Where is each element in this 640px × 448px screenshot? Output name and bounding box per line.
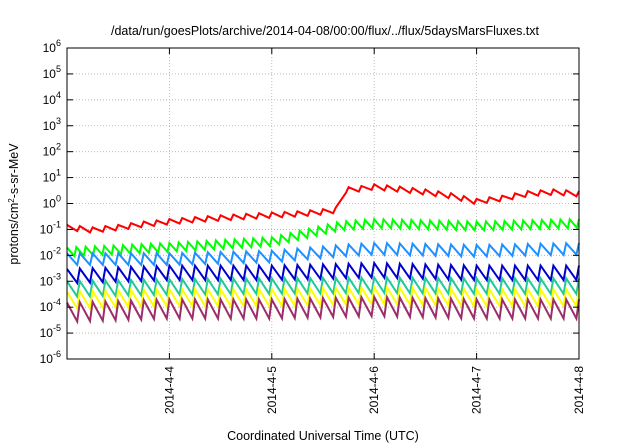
series-line	[66, 284, 580, 312]
y-tick-label: 10-4	[40, 297, 61, 314]
y-tick-label: 10-3	[40, 271, 61, 288]
series-line	[66, 274, 580, 300]
grid	[67, 48, 579, 359]
x-tick-label: 2014-4-4	[162, 366, 176, 414]
x-tick-label: 2014-4-7	[470, 366, 484, 414]
y-tick-label: 10-5	[40, 323, 61, 340]
series-line	[66, 182, 580, 234]
y-tick-label: 10-6	[40, 349, 61, 366]
y-tick-label: 104	[43, 90, 61, 107]
series-line	[66, 260, 580, 286]
x-axis-label: Coordinated Universal Time (UTC)	[227, 429, 419, 443]
x-tick-label: 2014-4-6	[367, 366, 381, 414]
y-tick-label: 105	[43, 64, 61, 81]
x-axis: 2014-4-4 2014-4-5 2014-4-6 2014-4-7 2014-4-8	[162, 48, 586, 414]
y-tick-label: 101	[43, 168, 61, 185]
y-tick-label: 102	[43, 142, 61, 159]
y-axis-label: protons/cm2-s-sr-MeV	[7, 143, 22, 265]
y-axis: 10-6 10-5 10-4 10-3 10-2 10-1 100 101 102 103 104 1…	[40, 38, 579, 366]
x-tick-label: 2014-4-5	[265, 366, 279, 414]
y-tick-label: 10-1	[40, 219, 61, 236]
series-line	[66, 293, 580, 325]
chart-title: /data/run/goesPlots/archive/2014-04-08/0…	[111, 24, 540, 38]
y-tick-label: 100	[43, 194, 61, 211]
y-tick-label: 106	[43, 38, 61, 55]
y-tick-label: 103	[43, 116, 61, 133]
series-line	[66, 240, 580, 268]
x-tick-label: 2014-4-8	[572, 366, 586, 414]
series-group	[66, 182, 580, 325]
y-tick-label: 10-2	[40, 245, 61, 262]
series-line	[66, 216, 580, 259]
